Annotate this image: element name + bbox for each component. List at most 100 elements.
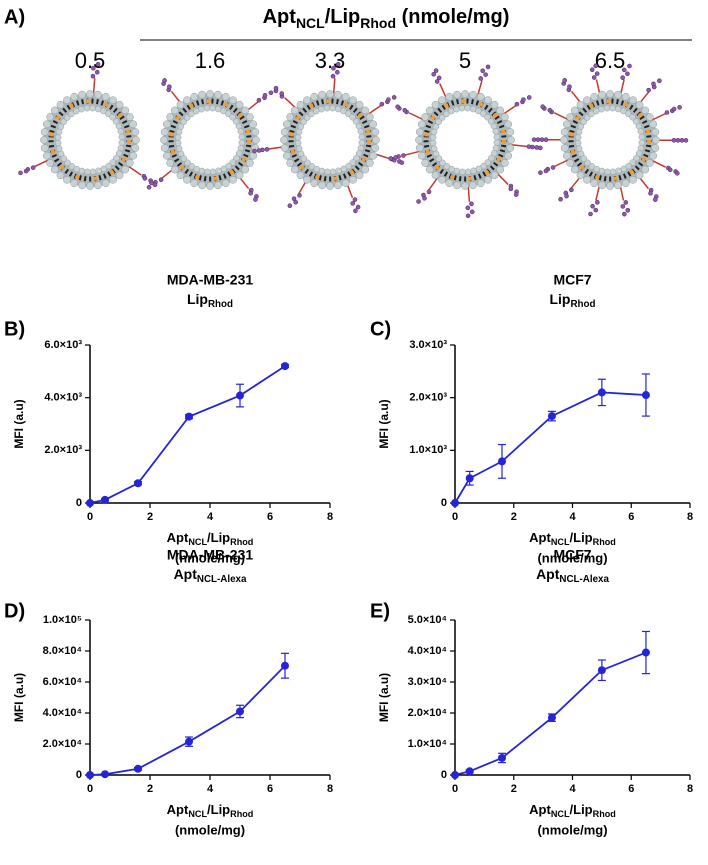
aptamer-bead	[564, 193, 569, 199]
lipid-head	[453, 181, 461, 190]
aptamer-linker	[553, 112, 569, 121]
lipid-head	[464, 104, 471, 112]
lipid-head	[562, 151, 571, 160]
lipid-head	[576, 100, 585, 109]
aptamer-bead	[485, 64, 491, 70]
lipid-head	[63, 96, 71, 105]
lipid-head	[484, 159, 492, 166]
text-part: NCL	[296, 15, 325, 31]
x-tick-label: 4	[569, 783, 576, 795]
lipid-head	[652, 136, 660, 144]
lipid-head	[203, 104, 211, 112]
lipid-head	[215, 167, 222, 175]
lipid-head	[55, 145, 63, 152]
lipid-head	[206, 90, 214, 98]
lipid-head	[176, 171, 185, 180]
aptamer-bead	[646, 87, 651, 93]
data-point	[498, 457, 506, 466]
lipid-head	[574, 134, 582, 141]
lipid-head	[241, 165, 250, 174]
lipid-head	[229, 96, 237, 105]
lipid-head	[633, 154, 640, 162]
lipid-head	[574, 139, 582, 147]
aptamer-bead	[91, 65, 96, 71]
panel-label: A)	[4, 6, 25, 28]
lipid-head	[42, 151, 51, 160]
aptamer-bead	[535, 137, 541, 142]
lipid-head	[584, 159, 591, 167]
data-point	[281, 661, 289, 670]
lipid-head	[493, 139, 501, 146]
lipid-head	[566, 113, 575, 121]
lipid-head	[496, 106, 505, 115]
lipid-head	[490, 150, 498, 157]
aptamer-bead	[262, 92, 268, 98]
aptamer-bead	[593, 207, 599, 213]
lipid-head	[570, 165, 579, 174]
lipid-head	[241, 106, 250, 115]
lipid-head	[576, 171, 585, 180]
aptamer-bead	[483, 72, 488, 77]
aptamer-bead	[621, 67, 627, 73]
data-point	[185, 412, 193, 421]
lipid-head	[371, 144, 380, 152]
concentration-label: 6.5	[595, 48, 626, 73]
aptamer-bead	[469, 201, 474, 207]
y-tick-label: 6.0×10⁴	[43, 676, 82, 688]
concentration-label: 0.5	[75, 48, 106, 73]
lipid-head	[341, 179, 350, 188]
text-part: Rhod	[593, 537, 616, 547]
x-tick-label: 8	[327, 511, 333, 523]
y-tick-label: 2.0×10⁴	[43, 738, 82, 750]
rhodamine	[169, 99, 251, 181]
lipid-head	[635, 171, 644, 180]
text-part: (nmole/mg)	[396, 6, 509, 28]
aptamer-bead	[146, 184, 152, 190]
aptamer-bead	[625, 71, 630, 77]
aptamer-bead	[667, 167, 673, 173]
lipid-head	[290, 165, 299, 174]
lipid-head	[160, 128, 169, 136]
text-part: /Lip	[207, 802, 230, 817]
data-point	[101, 495, 109, 504]
y-tick-label: 8.0×10⁴	[43, 645, 82, 657]
lipid-head	[214, 90, 222, 99]
y-tick-label: 2.0×10⁴	[408, 707, 447, 719]
lipid-head	[105, 162, 112, 170]
lipid-head	[115, 100, 124, 109]
lipid-head	[57, 123, 65, 130]
lipid-head	[237, 128, 245, 135]
lipid-head	[583, 175, 591, 184]
text-part: Rhod	[230, 809, 253, 819]
lipid-head	[229, 113, 236, 121]
x-axis-label-units: (nmole/mg)	[537, 550, 607, 565]
x-tick-label: 2	[147, 511, 153, 523]
aptamer-bead	[422, 195, 427, 201]
lipid-head	[318, 90, 326, 99]
lipid-head	[329, 168, 337, 176]
lipid-head	[115, 171, 124, 180]
lipid-head	[94, 90, 102, 99]
lipid-head	[369, 120, 378, 129]
lipid-head	[188, 110, 195, 118]
lipid-head	[326, 90, 334, 98]
aptamer-bead	[90, 73, 96, 79]
aptamer-bead	[623, 200, 629, 205]
lipid-head	[303, 114, 311, 121]
lipid-head	[439, 159, 446, 167]
lipid-head	[429, 139, 437, 147]
lipid-head	[280, 128, 289, 136]
lipid-head	[131, 144, 140, 152]
data-point	[465, 474, 474, 483]
lipid-head	[83, 104, 91, 112]
lipid-head	[229, 175, 237, 184]
aptamer-bead	[543, 168, 549, 174]
lipid-head	[162, 151, 171, 160]
lipid-head	[280, 144, 289, 152]
lipid-head	[620, 107, 627, 115]
text-part: NCL	[551, 537, 570, 547]
lipid-head	[490, 171, 499, 180]
lipid-head	[361, 106, 370, 115]
aptamer-bead	[388, 156, 394, 161]
aptamer-bead	[402, 107, 408, 113]
